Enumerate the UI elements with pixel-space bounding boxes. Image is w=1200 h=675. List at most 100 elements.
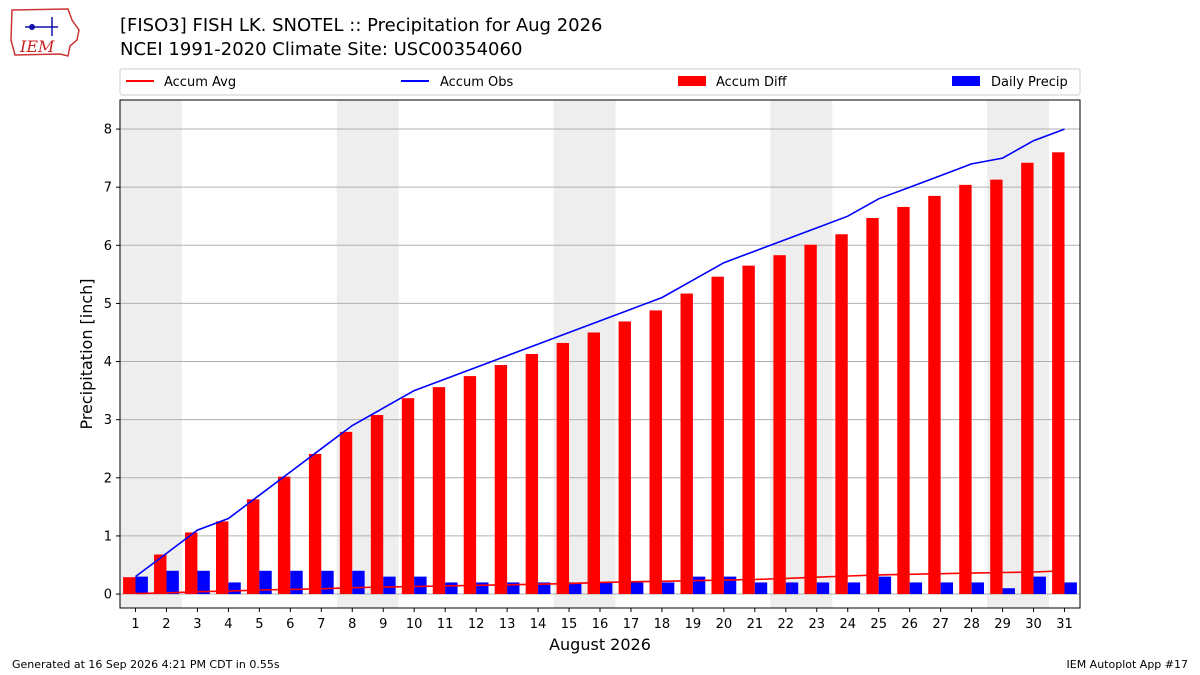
x-tick-label-22: 22	[778, 617, 795, 632]
y-axis: 0 1 2 3 4 5 6 7 8	[104, 123, 120, 603]
bar-daily-precip-13	[507, 582, 520, 595]
x-tick-label-12: 12	[468, 617, 485, 632]
x-tick-label-26: 26	[901, 617, 918, 632]
x-tick-label-19: 19	[685, 617, 702, 632]
y-axis-label: Precipitation [inch]	[77, 278, 96, 429]
bar-daily-precip-1	[135, 576, 148, 595]
bar-daily-precip-7	[321, 570, 334, 595]
bar-accum-diff-8	[339, 431, 353, 595]
bar-accum-diff-18	[649, 310, 662, 595]
y-tick-label-0: 0	[104, 588, 112, 603]
bar-accum-diff-23	[804, 244, 817, 595]
x-tick-label-15: 15	[561, 617, 578, 632]
legend-label-accum-avg: Accum Avg	[164, 75, 236, 90]
x-tick-label-9: 9	[379, 617, 387, 632]
bar-daily-precip-28	[971, 582, 984, 595]
bar-daily-precip-29	[1002, 588, 1015, 595]
bar-daily-precip-26	[909, 582, 923, 595]
bar-accum-diff-27	[928, 195, 941, 595]
bar-daily-precip-27	[940, 582, 954, 595]
bar-daily-precip-12	[476, 582, 489, 595]
footer-generated: Generated at 16 Sep 2026 4:21 PM CDT in …	[12, 658, 280, 671]
chart-title: [FISO3] FISH LK. SNOTEL :: Precipitation…	[120, 15, 603, 36]
bar-daily-precip-30	[1033, 576, 1046, 595]
bar-accum-diff-12	[463, 376, 477, 595]
x-tick-label-20: 20	[716, 617, 733, 632]
bar-accum-diff-29	[990, 179, 1003, 595]
x-tick-label-1: 1	[131, 617, 139, 632]
x-tick-label-6: 6	[286, 617, 294, 632]
footer-app: IEM Autoplot App #17	[1067, 658, 1189, 671]
x-tick-label-5: 5	[255, 617, 263, 632]
bar-accum-diff-21	[742, 265, 755, 595]
bar-accum-diff-15	[556, 342, 570, 595]
x-tick-label-7: 7	[317, 617, 325, 632]
y-tick-label-1: 1	[104, 529, 112, 544]
bar-daily-precip-8	[352, 570, 365, 595]
bar-accum-diff-9	[370, 415, 384, 595]
bar-daily-precip-3	[197, 570, 210, 595]
x-tick-label-17: 17	[623, 617, 640, 632]
x-tick-label-16: 16	[592, 617, 609, 632]
bar-accum-diff-19	[680, 293, 693, 595]
x-tick-label-3: 3	[193, 617, 201, 632]
iem-logo: IEM	[10, 8, 80, 57]
bars	[123, 152, 1077, 595]
x-tick-label-11: 11	[437, 617, 454, 632]
bar-daily-precip-5	[259, 570, 272, 595]
y-tick-label-2: 2	[104, 471, 112, 486]
logo-station-icon	[29, 24, 35, 30]
x-tick-label-21: 21	[747, 617, 764, 632]
y-tick-label-5: 5	[104, 297, 112, 312]
bar-accum-diff-4	[216, 521, 229, 595]
x-axis: 1 2 3 4 5 6 7 8 9 10 11 12 13 14 15 16 17 18 19 20 21 22 23 24 2…	[131, 608, 1073, 632]
bar-accum-diff-20	[711, 276, 724, 595]
bar-daily-precip-23	[816, 582, 830, 595]
x-tick-label-31: 31	[1056, 617, 1073, 632]
x-tick-label-30: 30	[1025, 617, 1042, 632]
x-tick-label-27: 27	[932, 617, 949, 632]
bar-daily-precip-6	[290, 570, 303, 595]
y-tick-label-7: 7	[104, 181, 112, 196]
bar-accum-diff-24	[835, 234, 848, 595]
x-tick-label-14: 14	[530, 617, 547, 632]
x-tick-label-10: 10	[406, 617, 423, 632]
bar-accum-diff-2	[154, 554, 167, 595]
x-tick-label-28: 28	[963, 617, 980, 632]
y-tick-label-8: 8	[104, 123, 112, 138]
bar-accum-diff-16	[587, 332, 600, 595]
bar-accum-diff-22	[773, 255, 786, 595]
bar-accum-diff-1	[123, 577, 136, 595]
legend: Accum Avg Accum Obs Accum Diff Daily Pre…	[119, 68, 1081, 96]
x-tick-label-25: 25	[870, 617, 887, 632]
bar-accum-diff-6	[277, 476, 291, 595]
bar-daily-precip-31	[1064, 582, 1077, 595]
bar-accum-diff-10	[401, 398, 415, 595]
bar-daily-precip-16	[600, 582, 613, 595]
bar-daily-precip-10	[414, 576, 427, 595]
line-accum-obs	[135, 128, 1065, 578]
bar-accum-diff-30	[1021, 162, 1034, 595]
legend-label-accum-diff: Accum Diff	[716, 75, 788, 90]
bar-daily-precip-11	[445, 582, 458, 595]
bar-daily-precip-15	[569, 582, 582, 595]
bar-daily-precip-21	[754, 582, 768, 595]
iem-iowa-logo-icon	[10, 8, 80, 57]
bar-daily-precip-22	[785, 582, 799, 595]
y-tick-label-6: 6	[104, 239, 112, 254]
x-tick-label-23: 23	[809, 617, 826, 632]
bar-daily-precip-19	[692, 576, 706, 595]
bar-accum-diff-25	[866, 217, 879, 595]
legend-label-accum-obs: Accum Obs	[440, 75, 513, 90]
x-tick-label-24: 24	[839, 617, 856, 632]
bar-daily-precip-24	[847, 582, 861, 595]
legend-swatch-daily-precip	[952, 76, 980, 86]
weekend-shade-0	[120, 100, 182, 608]
bar-daily-precip-20	[723, 576, 737, 595]
bar-accum-diff-13	[494, 365, 508, 595]
y-tick-label-3: 3	[104, 413, 112, 428]
x-axis-label: August 2026	[549, 635, 651, 654]
bar-accum-diff-5	[246, 499, 260, 595]
bar-daily-precip-14	[538, 582, 551, 595]
